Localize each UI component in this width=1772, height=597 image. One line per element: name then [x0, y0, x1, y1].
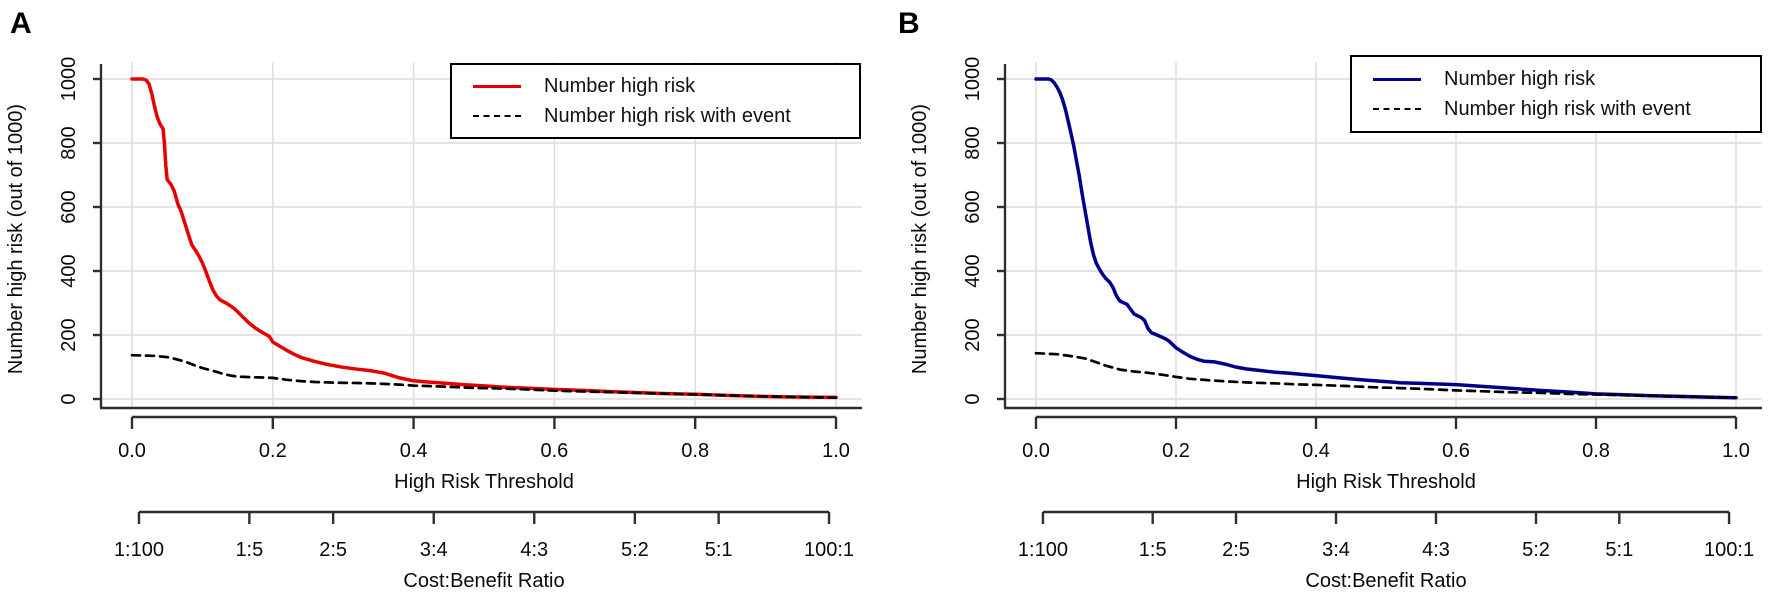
y-tick-label: 400: [58, 254, 80, 287]
legend-label: Number high risk: [544, 74, 696, 97]
cost-tick-label: 100:1: [1704, 539, 1754, 561]
panel-a-x-axis-title: High Risk Threshold: [394, 471, 574, 493]
y-tick-label: 1000: [58, 57, 80, 102]
x-tick-label: 0.2: [1162, 440, 1190, 462]
legend-label: Number high risk with event: [544, 104, 791, 127]
dashed-line-swatch: [473, 115, 521, 117]
x-tick-label: 0.6: [540, 440, 568, 462]
x-tick-label: 0.0: [118, 440, 146, 462]
cost-tick-label: 2:5: [319, 539, 347, 561]
panel-a-legend: Number high risk Number high risk with e…: [450, 63, 861, 139]
panel-a-cost-axis-title: Cost:Benefit Ratio: [403, 570, 564, 592]
legend-row: Number high risk with event: [473, 105, 859, 128]
legend-label: Number high risk: [1444, 67, 1596, 90]
y-tick-label: 200: [962, 318, 984, 351]
cost-tick-label: 1:5: [1139, 539, 1167, 561]
solid-line-swatch: [473, 84, 521, 88]
y-tick-label: 800: [58, 126, 80, 159]
y-tick-label: 1000: [962, 57, 984, 102]
x-tick-label: 0.4: [400, 440, 428, 462]
cost-tick-label: 4:3: [520, 539, 548, 561]
legend-row: Number high risk with event: [1373, 98, 1760, 121]
dashed-line-swatch: [1373, 108, 1421, 110]
panel-a-y-axis-title: Number high risk (out of 1000): [5, 104, 27, 374]
legend-row: Number high risk: [473, 75, 859, 98]
cost-tick-label: 2:5: [1222, 539, 1250, 561]
x-tick-label: 0.4: [1302, 440, 1330, 462]
y-tick-label: 0: [58, 393, 80, 404]
x-tick-label: 0.6: [1442, 440, 1470, 462]
panel-b-letter: B: [898, 7, 920, 40]
x-tick-label: 0.8: [1582, 440, 1610, 462]
panel-b-cost-axis-title: Cost:Benefit Ratio: [1305, 570, 1466, 592]
y-tick-label: 600: [962, 190, 984, 223]
cost-tick-label: 5:1: [705, 539, 733, 561]
panel-b-legend: Number high risk Number high risk with e…: [1350, 55, 1762, 133]
cost-tick-label: 5:1: [1605, 539, 1633, 561]
panel-a-letter: A: [10, 7, 32, 40]
cost-tick-label: 3:4: [420, 539, 448, 561]
cost-tick-label: 100:1: [804, 539, 854, 561]
x-tick-label: 1.0: [822, 440, 850, 462]
cost-tick-label: 1:100: [114, 539, 164, 561]
x-tick-label: 0.0: [1022, 440, 1050, 462]
y-tick-label: 800: [962, 126, 984, 159]
cost-tick-label: 1:5: [235, 539, 263, 561]
series-dashed-curve: [1034, 351, 1738, 400]
y-tick-label: 0: [962, 393, 984, 404]
cost-tick-label: 5:2: [1522, 539, 1550, 561]
y-tick-label: 600: [58, 190, 80, 223]
x-tick-label: 1.0: [1722, 440, 1750, 462]
cost-tick-label: 5:2: [621, 539, 649, 561]
series-solid-curve: [1034, 77, 1738, 400]
cost-tick-label: 3:4: [1322, 539, 1350, 561]
x-tick-label: 0.8: [681, 440, 709, 462]
solid-line-swatch: [1373, 77, 1421, 81]
x-tick-label: 0.2: [259, 440, 287, 462]
y-tick-label: 400: [962, 254, 984, 287]
legend-row: Number high risk: [1373, 68, 1760, 91]
panel-b-x-axis-title: High Risk Threshold: [1296, 471, 1476, 493]
legend-label: Number high risk with event: [1444, 97, 1691, 120]
series-dashed-curve: [130, 353, 838, 400]
panel-b-y-axis-title: Number high risk (out of 1000): [909, 104, 931, 374]
cost-tick-label: 1:100: [1018, 539, 1068, 561]
cost-tick-label: 4:3: [1422, 539, 1450, 561]
y-tick-label: 200: [58, 318, 80, 351]
panel-b-generated: 0 200 400 600 800 1000 0.0 0.2 0.4 0.6 0.8 1.0 1:100…: [962, 57, 1762, 561]
